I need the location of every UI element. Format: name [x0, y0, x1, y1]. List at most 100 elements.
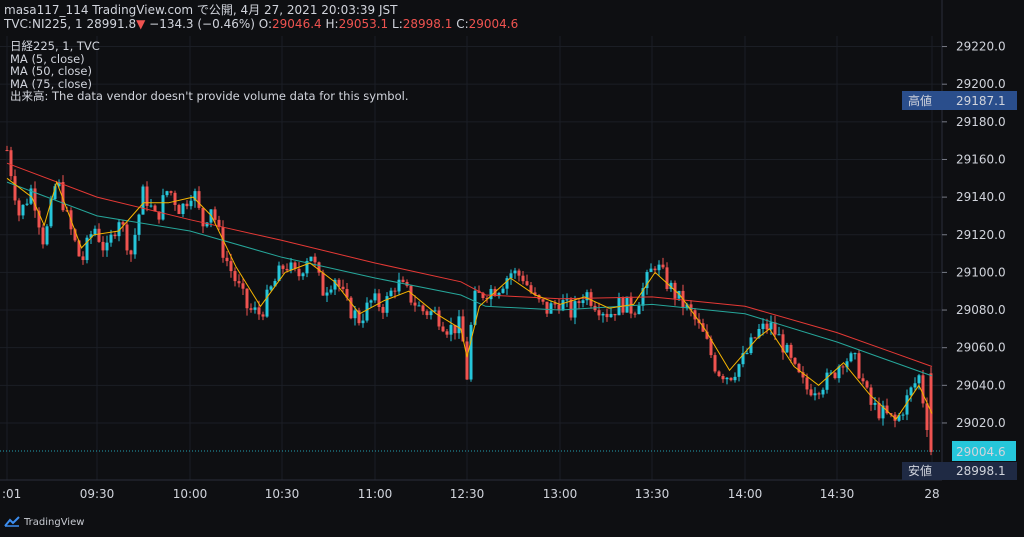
candle-body: [397, 279, 401, 292]
x-tick-label: 13:00: [543, 487, 578, 501]
candle-body: [657, 264, 661, 271]
candle-body: [849, 353, 853, 362]
candle-body: [337, 279, 341, 287]
candle-body: [589, 292, 593, 306]
legend-ma75[interactable]: MA (75, close): [10, 76, 92, 91]
candle-body: [297, 268, 301, 277]
tradingview-logo-icon: [4, 516, 20, 527]
candle-body: [709, 338, 713, 356]
candle-body: [81, 256, 85, 261]
candle-body: [705, 331, 709, 339]
candle-body: [913, 383, 917, 388]
price-axis[interactable]: 29220.0 29200.0 29180.0 29160.0 29140.0 29120…: [942, 40, 1006, 430]
candle-body: [13, 176, 17, 201]
chart-header: masa117_114 TradingView.com で公開, 4月 27, …: [4, 3, 518, 31]
candle-body: [437, 310, 441, 327]
candle-body: [253, 307, 257, 310]
candle-body: [441, 326, 445, 332]
candle-body: [257, 307, 261, 315]
candle-body: [137, 214, 141, 235]
candle-body: [333, 279, 337, 290]
candle-body: [793, 357, 797, 364]
candle-body: [53, 186, 57, 200]
candle-body: [497, 292, 501, 297]
candle-body: [453, 324, 457, 334]
candle-body: [229, 261, 233, 272]
low-label: L:: [392, 17, 403, 31]
candle-body: [825, 372, 829, 390]
candle-body: [429, 311, 433, 316]
candle-body: [413, 302, 417, 306]
candle-body: [321, 272, 325, 296]
legend-symbol[interactable]: 日経225, 1, TVC: [10, 39, 100, 53]
candle-body: [401, 279, 405, 282]
candle-body: [353, 310, 357, 319]
symbol-price: TVC:NI225, 1 28991.8: [4, 17, 137, 31]
candle-body: [789, 344, 793, 358]
candle-body: [669, 282, 673, 289]
x-tick-label: 10:30: [265, 487, 300, 501]
low-value: 28998.1: [402, 17, 453, 31]
candle-body: [205, 222, 209, 227]
candle-body: [737, 364, 741, 377]
high-value: 29053.1: [338, 17, 389, 31]
candle-body: [633, 313, 637, 315]
ma50-line: [6, 181, 933, 377]
y-tick-label: 29200.0: [956, 77, 1006, 91]
x-tick-label: 13:30: [635, 487, 670, 501]
candle-body: [545, 301, 549, 314]
candle-body: [901, 414, 905, 416]
candle-body: [169, 191, 173, 193]
tradingview-brand[interactable]: TradingView: [4, 516, 84, 528]
candle-body: [325, 292, 329, 296]
candle-body: [905, 395, 909, 415]
candle-body: [373, 293, 377, 301]
candle-body: [293, 262, 297, 269]
y-tick-label: 29060.0: [956, 341, 1006, 355]
candle-body: [233, 271, 237, 282]
candle-body: [269, 286, 273, 290]
last-price-tag: 29004.6: [952, 441, 1016, 461]
candle-body: [857, 353, 861, 379]
candle-body: [49, 199, 53, 227]
candle-body: [725, 377, 729, 380]
candle-body: [365, 302, 369, 321]
candle-body: [577, 301, 581, 304]
candle-body: [377, 293, 381, 307]
indicator-legend[interactable]: 日経225, 1, TVC MA (5, close) MA (50, clos…: [10, 40, 409, 103]
y-tick-label: 29100.0: [956, 265, 1006, 279]
y-tick-label: 29080.0: [956, 303, 1006, 317]
candle-body: [45, 226, 49, 245]
candle-body: [801, 372, 805, 378]
candle-body: [57, 182, 61, 187]
candle-body: [481, 292, 485, 298]
candle-body: [525, 281, 529, 286]
candle-body: [389, 290, 393, 297]
candle-body: [85, 237, 89, 261]
candle-body: [557, 304, 561, 311]
open-value: 29046.4: [272, 17, 322, 31]
candle-body: [109, 234, 113, 243]
candle-body: [21, 204, 25, 216]
candle-body: [605, 313, 609, 318]
ma-lines-layer: [6, 162, 933, 420]
legend-ma50[interactable]: MA (50, close): [10, 64, 92, 79]
candle-body: [449, 324, 453, 335]
candle-body: [369, 300, 373, 303]
candle-body: [829, 372, 833, 374]
candle-body: [189, 200, 193, 207]
candle-body: [237, 281, 241, 284]
candle-body: [277, 265, 281, 282]
candle-body: [5, 150, 9, 152]
candle-body: [509, 273, 513, 279]
candle-body: [381, 306, 385, 313]
high-label: H:: [325, 17, 339, 31]
time-axis[interactable]: :01 09:30 10:00 10:30 11:00 12:30 13:00 13:30 14…: [2, 487, 940, 501]
candle-body: [317, 262, 321, 273]
candle-body: [925, 403, 929, 431]
legend-ma5[interactable]: MA (5, close): [10, 51, 85, 66]
candle-body: [221, 227, 225, 258]
legend-volume[interactable]: 出来高: The data vendor doesn't provide vol…: [10, 89, 409, 104]
candle-body: [529, 285, 533, 293]
